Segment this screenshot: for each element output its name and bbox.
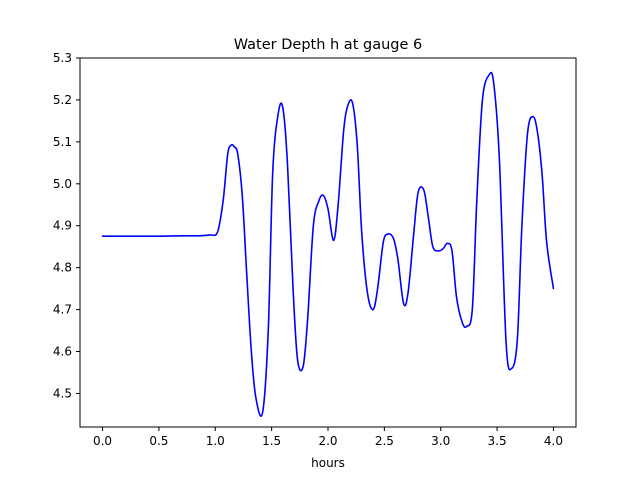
x-tick-label: 0.5 <box>149 434 168 448</box>
y-tick-label: 4.8 <box>53 261 72 275</box>
y-tick-label: 4.9 <box>53 219 72 233</box>
y-tick-label: 4.5 <box>53 386 72 400</box>
y-tick-label: 4.7 <box>53 303 72 317</box>
y-tick-label: 4.6 <box>53 345 72 359</box>
series-line-0 <box>101 71 555 417</box>
x-tick-label: 2.5 <box>375 434 394 448</box>
y-tick-label: 5.2 <box>53 93 72 107</box>
chart-title: Water Depth h at gauge 6 <box>234 37 422 53</box>
x-tick-label: 3.0 <box>431 434 450 448</box>
x-tick-label: 4.0 <box>544 434 563 448</box>
ticks-layer: 0.0 0.5 1.0 1.5 2.0 2.5 3.0 3.5 4.0 4.5 4.6 4.7 4.8 4… <box>53 51 563 448</box>
y-tick-label: 5.3 <box>53 51 72 65</box>
x-tick-label: 3.5 <box>488 434 507 448</box>
x-tick-label: 0.0 <box>93 434 112 448</box>
plot-layer <box>101 71 555 417</box>
y-tick-label: 5.0 <box>53 177 72 191</box>
x-tick-label: 1.5 <box>262 434 281 448</box>
plot-frame <box>79 57 577 428</box>
x-tick-label: 2.0 <box>318 434 337 448</box>
y-tick-label: 5.1 <box>53 135 72 149</box>
x-tick-label: 1.0 <box>206 434 225 448</box>
x-axis-label: hours <box>311 456 345 470</box>
